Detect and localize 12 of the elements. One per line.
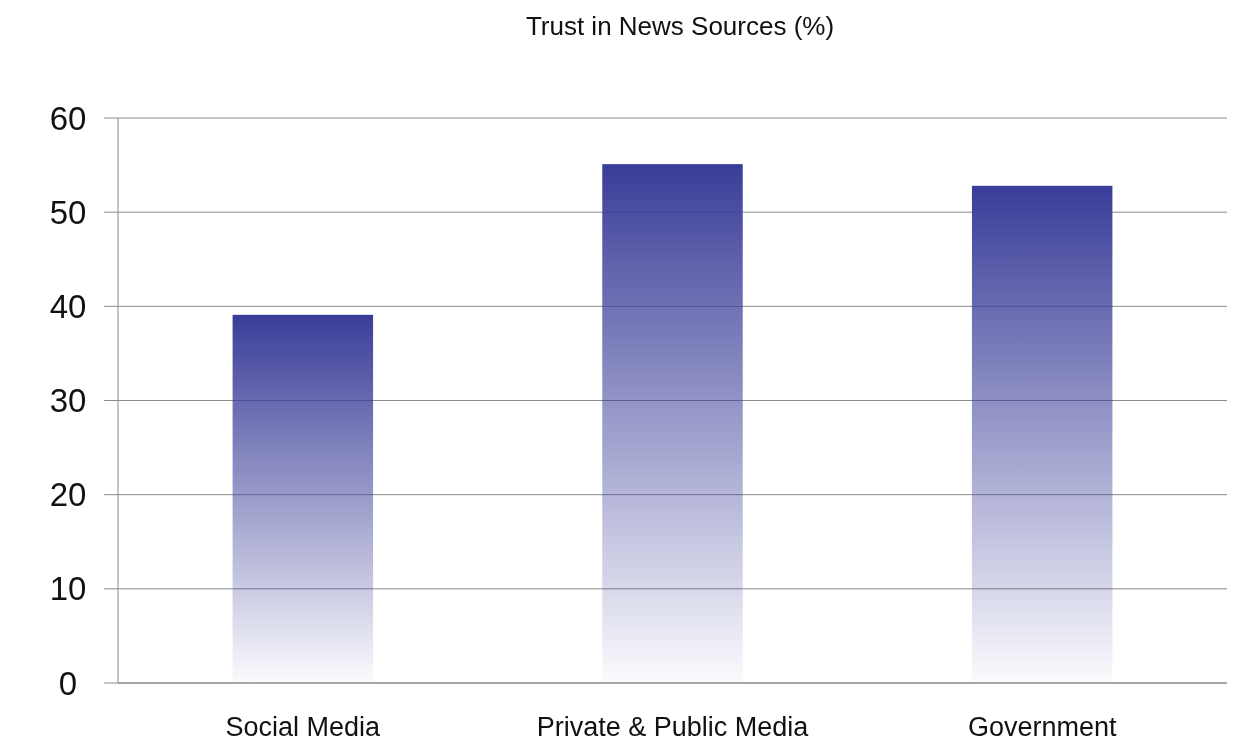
y-tick-label: 20 bbox=[49, 476, 87, 514]
y-tick-label: 40 bbox=[49, 287, 87, 325]
y-tick-label: 60 bbox=[49, 99, 87, 137]
chart-title: Trust in News Sources (%) bbox=[525, 11, 835, 41]
x-tick-label: Private & Public Media bbox=[536, 712, 810, 742]
y-tick-label: 0 bbox=[58, 664, 78, 702]
x-tick-label: Government bbox=[967, 712, 1117, 742]
y-tick-label: 30 bbox=[49, 382, 87, 420]
y-tick-label: 10 bbox=[49, 570, 87, 608]
x-tick-label: Social Media bbox=[225, 712, 382, 742]
y-tick-label: 50 bbox=[49, 193, 87, 231]
bar bbox=[232, 314, 374, 683]
